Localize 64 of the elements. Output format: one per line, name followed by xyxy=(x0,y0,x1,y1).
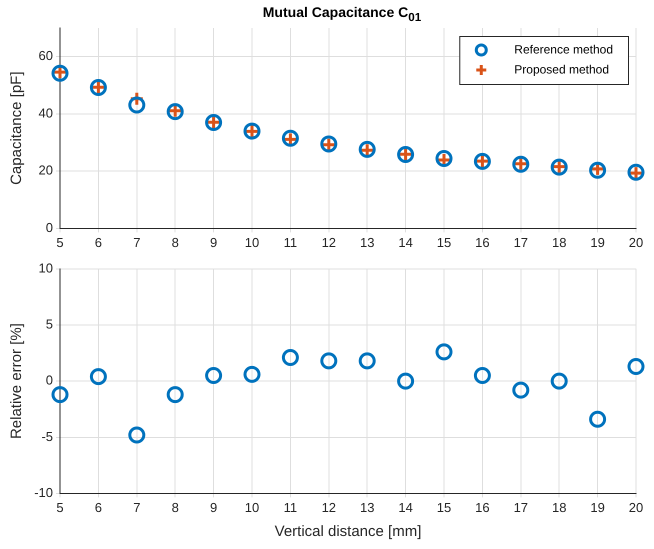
x-axis-title: Vertical distance [mm] xyxy=(274,523,422,540)
x-tick-label: 14 xyxy=(398,234,413,250)
x-tick-label: 18 xyxy=(552,234,566,250)
x-tick-label: 18 xyxy=(552,500,566,515)
x-tick-label: 11 xyxy=(284,500,298,515)
y-tick-label: 10 xyxy=(38,260,53,276)
x-tick-label: 10 xyxy=(244,500,260,515)
point xyxy=(128,96,146,114)
x-tick-label: 17 xyxy=(514,234,528,250)
chart-title: Mutual Capacitance C$_{01}$ xyxy=(262,4,422,24)
y-tick-label: 0 xyxy=(46,372,53,388)
point xyxy=(358,352,376,370)
x-tick-label: 16 xyxy=(475,500,490,515)
x-tick-label: 9 xyxy=(210,500,218,515)
x-tick-label: 14 xyxy=(398,500,413,515)
x-tick-label: 20 xyxy=(628,234,644,250)
point xyxy=(166,386,184,404)
x-tick-label: 5 xyxy=(56,500,64,515)
point xyxy=(52,386,68,404)
y-tick-label: 0 xyxy=(46,220,53,235)
x-tick-label: 6 xyxy=(94,500,102,515)
x-tick-label: 15 xyxy=(436,500,452,515)
y-tick-label: 5 xyxy=(46,316,53,332)
point xyxy=(397,372,414,390)
point xyxy=(128,426,146,444)
y-tick-label: -5 xyxy=(41,428,53,444)
legend-label: Reference method xyxy=(514,42,614,56)
point xyxy=(512,382,530,399)
y-axis-title: Relative error [%] xyxy=(8,323,26,440)
point xyxy=(436,343,452,360)
x-tick-label: 5 xyxy=(56,234,64,250)
point xyxy=(244,366,260,383)
y-tick-label: 60 xyxy=(38,48,53,64)
y-axis-title: Capacitance [pF] xyxy=(8,71,26,185)
x-tick-label: 19 xyxy=(590,500,605,515)
legend-label: Proposed method xyxy=(514,62,610,76)
x-tick-label: 13 xyxy=(360,500,374,515)
point xyxy=(474,366,491,384)
y-tick-label: 20 xyxy=(38,162,53,178)
x-tick-label: 7 xyxy=(133,500,140,515)
x-tick-label: 9 xyxy=(210,234,218,250)
x-tick-label: 19 xyxy=(590,234,605,250)
x-tick-label: 6 xyxy=(94,234,102,250)
x-tick-label: 15 xyxy=(436,234,452,250)
x-tick-label: 17 xyxy=(514,500,528,515)
x-tick-label: 12 xyxy=(322,500,336,515)
point xyxy=(282,349,299,366)
x-tick-label: 8 xyxy=(172,500,179,515)
point xyxy=(589,410,606,428)
x-tick-label: 8 xyxy=(172,234,179,250)
y-tick-label: 40 xyxy=(38,105,53,120)
point xyxy=(205,366,222,384)
x-tick-label: 16 xyxy=(475,234,490,250)
x-tick-label: 20 xyxy=(628,500,644,515)
x-tick-label: 7 xyxy=(133,234,140,250)
point xyxy=(628,358,644,375)
x-tick-label: 13 xyxy=(360,234,374,250)
point xyxy=(550,372,568,390)
point xyxy=(320,352,338,370)
point xyxy=(90,368,107,386)
x-tick-label: 12 xyxy=(322,234,336,250)
x-tick-label: 10 xyxy=(244,234,260,250)
x-tick-label: 11 xyxy=(284,234,298,250)
y-tick-label: -10 xyxy=(34,484,53,500)
